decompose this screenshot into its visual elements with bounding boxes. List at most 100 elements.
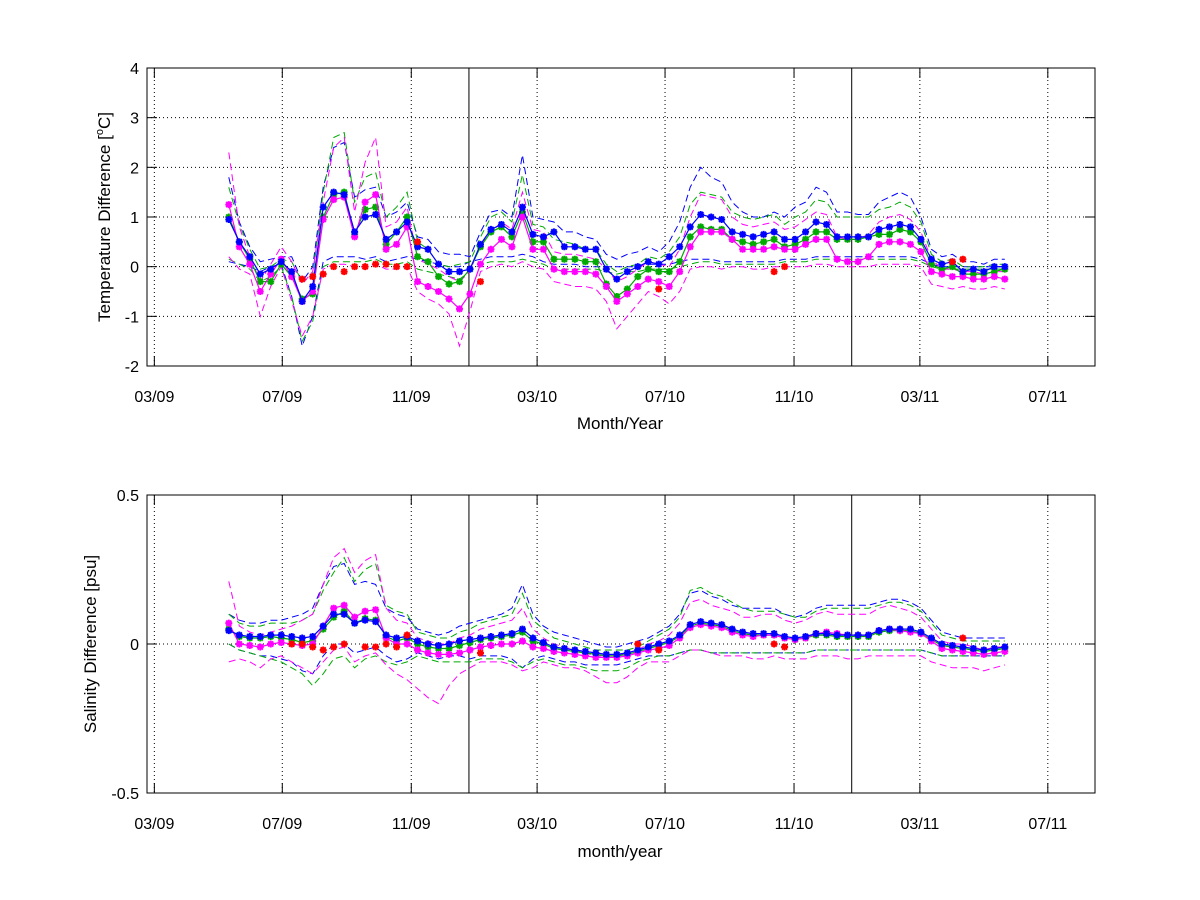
temperature-series-2-point-62 [875, 240, 883, 248]
temperature-series-2-point-43 [676, 268, 684, 276]
salinity-series-0-point-73 [990, 644, 998, 652]
temperature-y-tick-label-1: -1 [125, 309, 139, 326]
temperature-series-0-point-35 [592, 245, 600, 253]
temperature-series-0-point-28 [518, 203, 526, 211]
temperature-series-0-point-38 [623, 268, 631, 276]
temperature-series-0-point-46 [707, 213, 715, 221]
temperature-series-2-point-33 [571, 268, 579, 276]
temperature-series-1-point-34 [581, 258, 589, 266]
salinity-series-2-point-71 [969, 649, 977, 657]
temperature-series-1-point-50 [749, 240, 757, 248]
temperature-series-2-point-39 [634, 283, 642, 291]
temperature-series-2-point-48 [728, 235, 736, 243]
temperature-series-1-point-21 [445, 280, 453, 288]
temperature-series-2-point-2 [246, 260, 254, 268]
salinity-red-point-12 [634, 640, 642, 648]
salinity-series-2-point-33 [571, 650, 579, 658]
salinity-series-0-point-54 [791, 634, 799, 642]
temperature-series-1-point-64 [896, 225, 904, 233]
temperature-series-1-point-3 [256, 278, 264, 286]
salinity-series-0-point-12 [351, 619, 359, 627]
salinity-series-1-point-21 [445, 644, 453, 652]
temperature-series-1-point-14 [372, 203, 380, 211]
salinity-series-2-point-10 [330, 604, 338, 612]
salinity-series-0-point-64 [896, 625, 904, 633]
salinity-series-0-point-16 [393, 634, 401, 642]
salinity-series-0-point-32 [560, 644, 568, 652]
temperature-series-1-point-32 [560, 255, 568, 263]
temperature-series-2-point-40 [644, 275, 652, 283]
temperature-series-2-point-6 [288, 273, 296, 281]
temperature-x-tick-label-5: 11/10 [775, 389, 814, 406]
salinity-series-0-point-55 [802, 633, 810, 641]
temperature-envelope-0-upper [228, 141, 1005, 283]
salinity-envelope-1-upper [228, 556, 1005, 651]
salinity-red-point-8 [382, 640, 390, 648]
temperature-series-1-point-63 [885, 230, 893, 238]
temperature-series-2-point-46 [707, 228, 715, 236]
salinity-series-0-point-8 [309, 633, 317, 641]
salinity-series-2-point-30 [539, 644, 547, 652]
temperature-series-1-point-22 [456, 278, 464, 286]
temperature-y-tick-label-2: 0 [130, 260, 139, 277]
temperature-series-2-point-73 [990, 273, 998, 281]
temperature-series-0-point-29 [529, 230, 537, 238]
temperature-series-0-point-4 [267, 265, 275, 273]
salinity-red-point-11 [476, 649, 484, 657]
temperature-y-ticks: -2 -1 0 1 2 3 4 [125, 61, 1095, 376]
temperature-series-2-point-55 [802, 240, 810, 248]
temperature-series-2-point-72 [980, 275, 988, 283]
temperature-series-2-point-14 [372, 191, 380, 199]
salinity-series-0-point-44 [686, 621, 694, 629]
temperature-series-2-point-54 [791, 245, 799, 253]
temperature-series-0-point-33 [571, 243, 579, 251]
temperature-series-0-point-32 [560, 243, 568, 251]
salinity-series-0-point-48 [728, 625, 736, 633]
temperature-red-point-9 [393, 263, 401, 271]
salinity-series-0-point-13 [361, 616, 369, 624]
temperature-series-0-point-74 [1001, 263, 1009, 271]
temperature-series-0-point-72 [980, 268, 988, 276]
temperature-series-0-point-21 [445, 268, 453, 276]
temperature-red-point-11 [414, 238, 422, 246]
salinity-y-axis-label: Salinity Difference [psu] [81, 555, 100, 733]
temperature-series-2-point-22 [456, 305, 464, 313]
temperature-series-0-point-70 [959, 268, 967, 276]
salinity-red-point-7 [372, 643, 380, 651]
salinity-series-2-point-11 [340, 601, 348, 609]
temperature-series-0-point-59 [844, 233, 852, 241]
temperature-series-1-point-54 [791, 240, 799, 248]
temperature-series-0-point-39 [634, 263, 642, 271]
salinity-series-1-point-22 [456, 641, 464, 649]
salinity-series-0-point-19 [424, 640, 432, 648]
salinity-series-0 [225, 611, 1009, 658]
temperature-series-0-point-62 [875, 225, 883, 233]
salinity-series-0-point-74 [1001, 643, 1009, 651]
temperature-series-0-point-0 [225, 215, 233, 223]
salinity-series-0-point-23 [466, 636, 474, 644]
salinity-series-0-point-5 [277, 631, 285, 639]
temperature-series-0-point-66 [917, 235, 925, 243]
salinity-series-0-point-63 [885, 625, 893, 633]
temperature-series-2-point-27 [508, 243, 516, 251]
temperature-series-0-point-11 [340, 191, 348, 199]
salinity-red-point-15 [781, 643, 789, 651]
temperature-series-0-point-45 [697, 211, 705, 219]
temperature-series-0-point-6 [288, 268, 296, 276]
temperature-series-0-point-41 [655, 260, 663, 268]
salinity-series-2-point-34 [581, 652, 589, 660]
temperature-red-point-6 [361, 263, 369, 271]
temperature-series-2-point-36 [602, 283, 610, 291]
temperature-series-2-point-60 [854, 258, 862, 266]
salinity-series-0-point-65 [906, 625, 914, 633]
salinity-red-point-4 [330, 643, 338, 651]
salinity-red-points [288, 631, 967, 657]
salinity-series-2-point-28 [518, 637, 526, 645]
temperature-envelopes [228, 131, 1005, 348]
temperature-red-point-14 [770, 268, 778, 276]
temperature-series-1-point-13 [361, 206, 369, 214]
temperature-series-2-point-35 [592, 270, 600, 278]
salinity-series-2-point-35 [592, 653, 600, 661]
temperature-series-0-point-53 [781, 235, 789, 243]
